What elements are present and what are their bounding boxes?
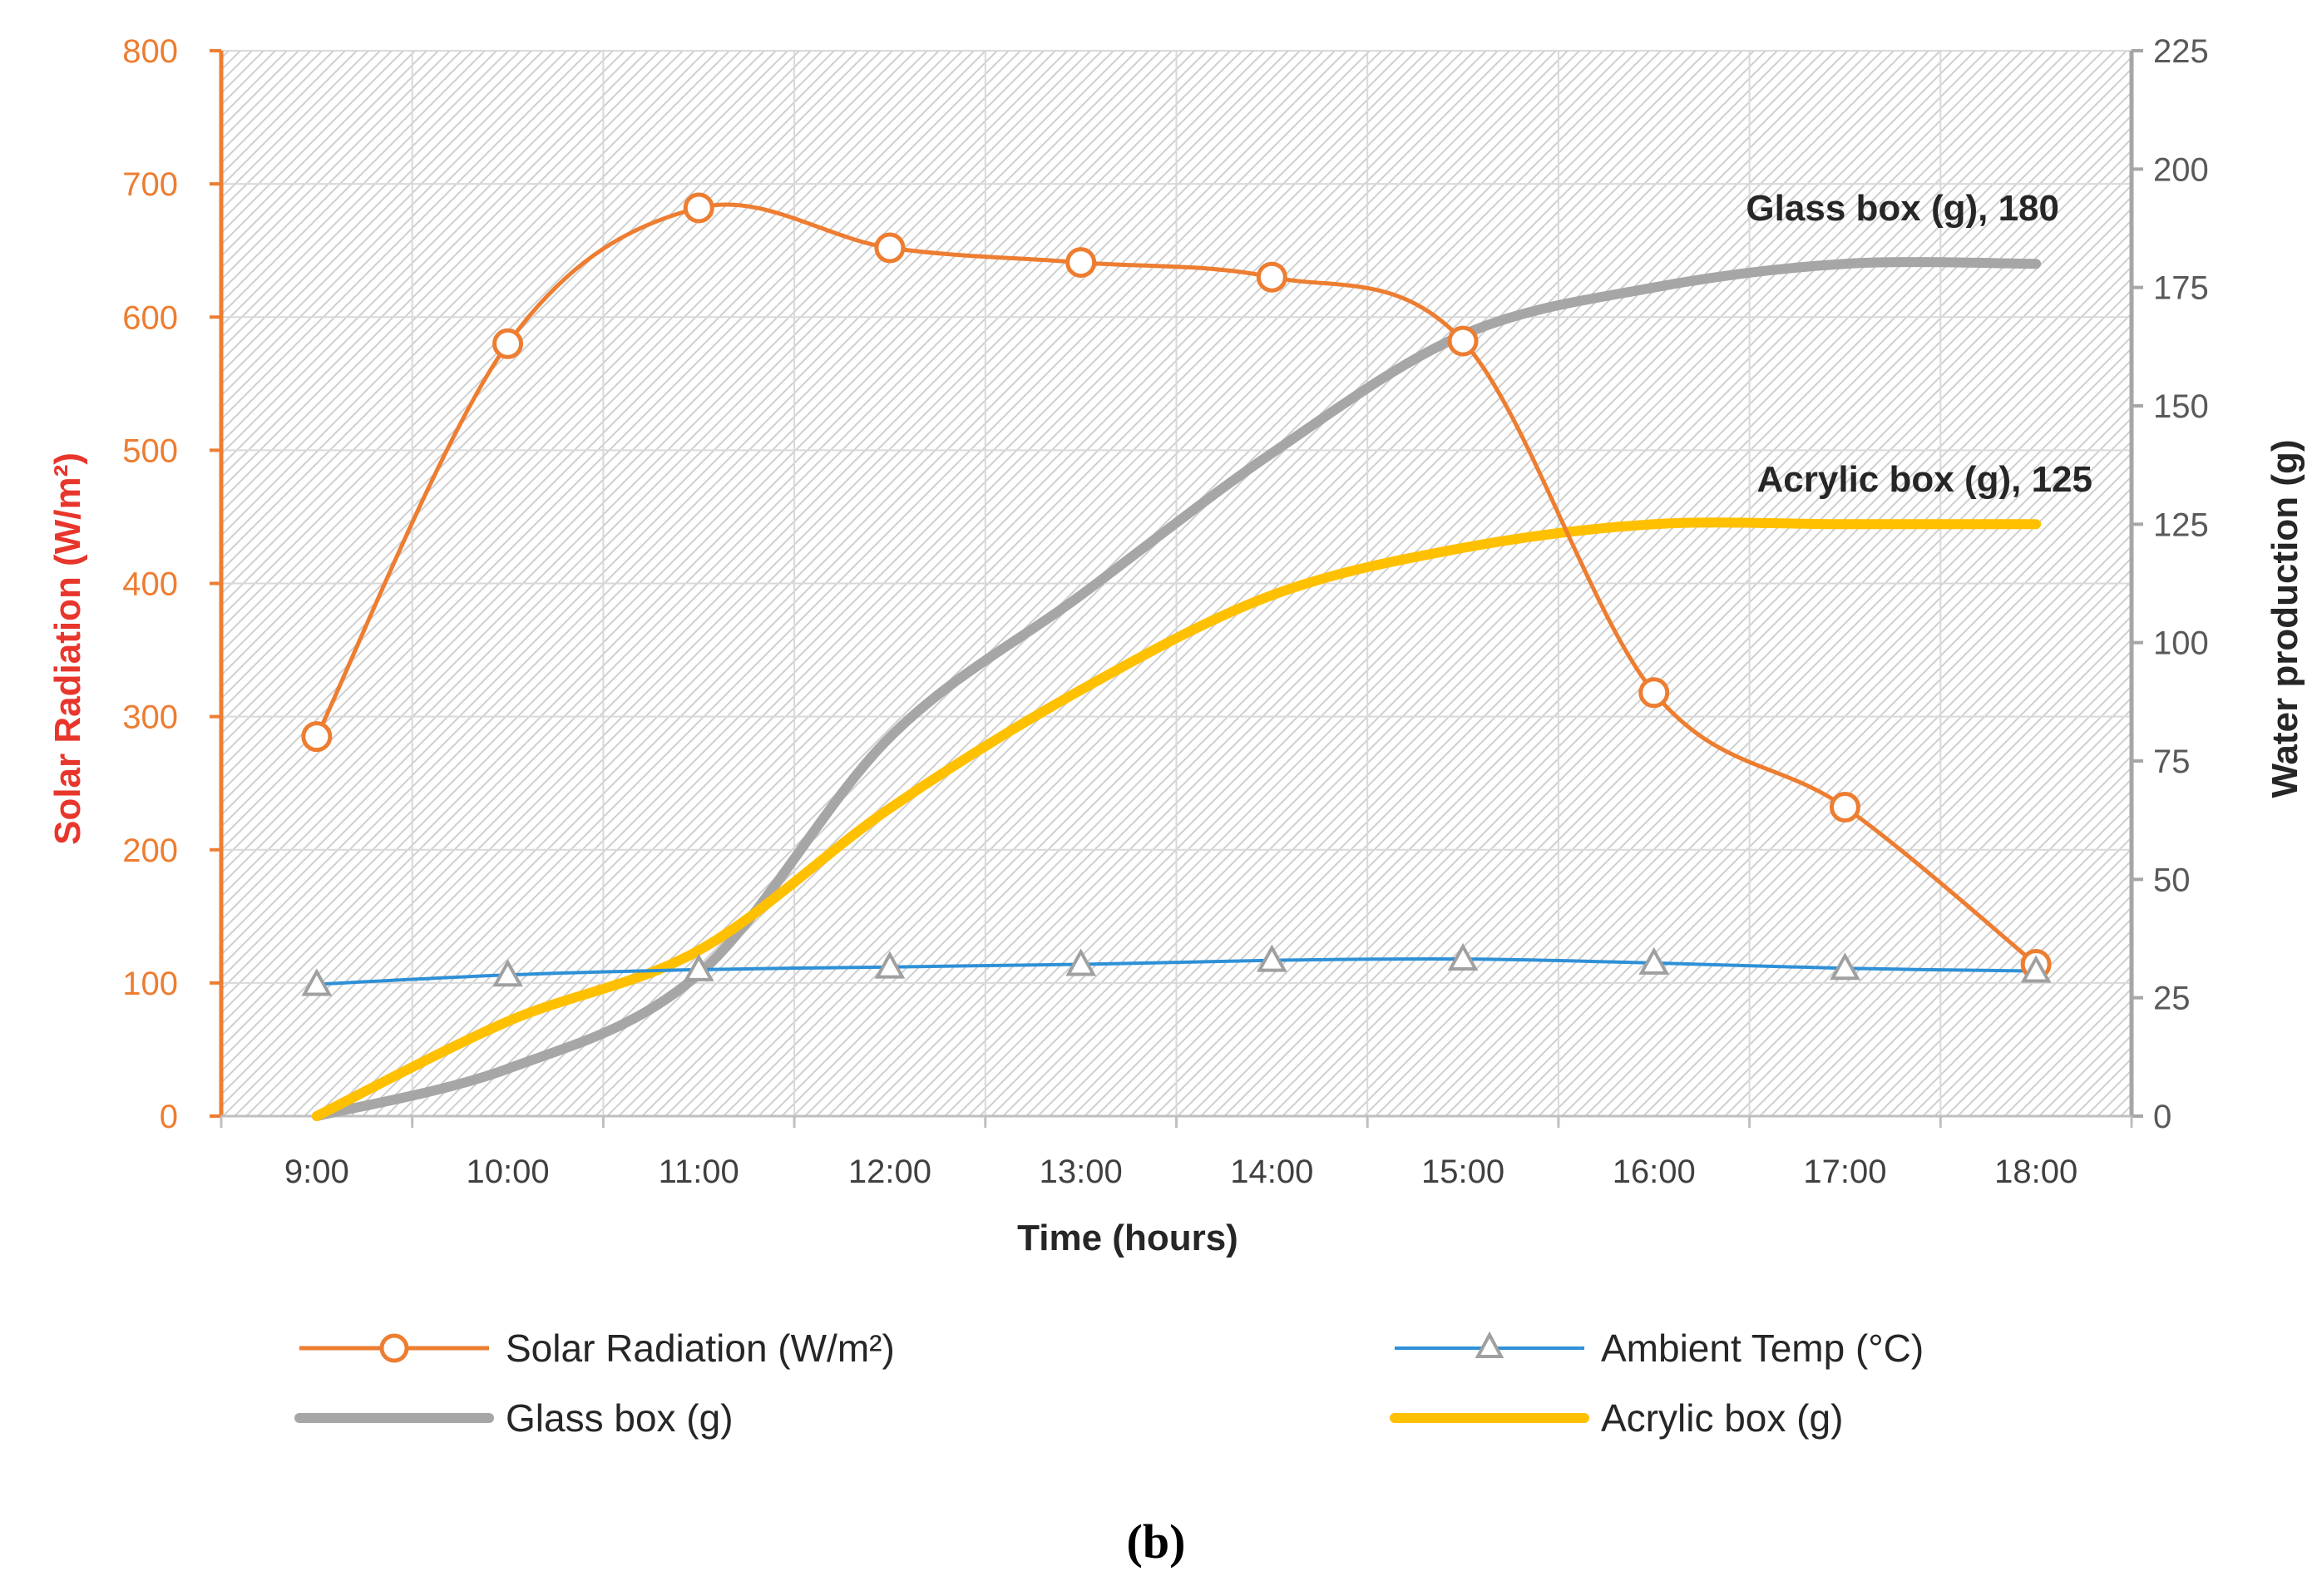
series-line-solar [314, 202, 2038, 966]
y-right-tick-6: 150 [2153, 388, 2209, 425]
y-left-tick-4: 400 [122, 566, 178, 603]
point-solar-5 [1256, 261, 1287, 293]
point-ambient-7 [1638, 946, 1670, 975]
y-right-tick-7: 175 [2153, 270, 2209, 307]
y-left-tick-3: 300 [122, 699, 178, 736]
x-tick-6: 15:00 [1421, 1154, 1504, 1190]
y-right-tick-0: 0 [2153, 1099, 2171, 1135]
point-solar-4 [1065, 247, 1097, 279]
point-ambient-0 [301, 968, 333, 996]
legend-item-solar: Solar Radiation (W/m²) [299, 1327, 895, 1370]
y-left-tick-5: 500 [122, 432, 178, 469]
x-tick-3: 12:00 [848, 1154, 931, 1190]
x-tick-5: 14:00 [1230, 1154, 1313, 1190]
y-left-tick-6: 600 [122, 299, 178, 336]
x-tick-4: 13:00 [1040, 1154, 1123, 1190]
series-markers [301, 192, 2052, 996]
end-label-glass: Glass box (g), 180 [1746, 188, 2059, 229]
point-ambient-9 [2020, 955, 2052, 983]
point-solar-6 [1447, 325, 1479, 357]
end-label-acrylic: Acrylic box (g), 125 [1757, 459, 2092, 500]
tick-labels: 0 100 200 300 400 500 600 700 800 0 25 50 75 100 125 15… [122, 33, 2209, 1190]
legend-item-ambient: Ambient Temp (°C) [1395, 1327, 1924, 1370]
legend-item-acrylic: Acrylic box (g) [1390, 1396, 1843, 1440]
legend-label-ambient: Ambient Temp (°C) [1601, 1327, 1924, 1370]
series-lines [311, 202, 2042, 1121]
legend-label-glass: Glass box (g) [506, 1396, 734, 1440]
series-line-glass [311, 257, 2042, 1121]
point-ambient-2 [683, 953, 714, 981]
point-solar-7 [1638, 677, 1670, 709]
x-tick-7: 16:00 [1613, 1154, 1696, 1190]
y-left-tick-0: 0 [160, 1099, 178, 1135]
gridlines [221, 50, 2132, 1117]
legend-marker-ambient [1475, 1331, 1504, 1358]
point-ambient-6 [1447, 942, 1479, 971]
legend: Solar Radiation (W/m²) Ambient Temp (°C)… [294, 1327, 1924, 1440]
y-axis-title-left: Solar Radiation (W/m²) [47, 452, 88, 845]
point-solar-0 [301, 721, 333, 753]
y-axis-title-right: Water production (g) [2265, 440, 2305, 798]
point-solar-2 [683, 192, 714, 224]
y-left-tick-7: 700 [122, 166, 178, 203]
y-right-tick-8: 200 [2153, 151, 2209, 188]
legend-label-solar: Solar Radiation (W/m²) [506, 1327, 895, 1370]
axes [210, 49, 2143, 1128]
legend-item-glass: Glass box (g) [294, 1396, 734, 1440]
x-tick-0: 9:00 [284, 1154, 349, 1190]
series-line-acrylic [311, 517, 2042, 1121]
y-right-tick-9: 225 [2153, 33, 2209, 70]
point-ambient-1 [492, 959, 523, 987]
y-left-tick-8: 800 [122, 33, 178, 70]
point-ambient-5 [1256, 944, 1287, 972]
point-solar-3 [874, 232, 906, 264]
y-right-tick-4: 100 [2153, 625, 2209, 662]
y-right-tick-5: 125 [2153, 506, 2209, 543]
figure-caption: (b) [1127, 1514, 1186, 1569]
y-left-tick-2: 200 [122, 833, 178, 869]
y-right-tick-1: 25 [2153, 981, 2191, 1017]
x-axis-title: Time (hours) [1017, 1218, 1238, 1258]
point-solar-1 [492, 328, 524, 359]
legend-label-acrylic: Acrylic box (g) [1601, 1396, 1843, 1440]
point-ambient-4 [1065, 948, 1097, 976]
y-left-tick-1: 100 [122, 966, 178, 1002]
x-tick-9: 18:00 [1994, 1154, 2077, 1190]
legend-marker-solar [379, 1333, 409, 1363]
series-line-ambient [314, 956, 2038, 986]
point-ambient-3 [874, 951, 906, 979]
y-right-tick-2: 50 [2153, 862, 2191, 898]
x-tick-2: 11:00 [659, 1154, 739, 1190]
point-ambient-8 [1830, 952, 1860, 981]
x-tick-8: 17:00 [1803, 1154, 1886, 1190]
y-right-tick-3: 75 [2153, 744, 2191, 780]
point-solar-8 [1829, 792, 1860, 823]
x-tick-1: 10:00 [466, 1154, 549, 1190]
